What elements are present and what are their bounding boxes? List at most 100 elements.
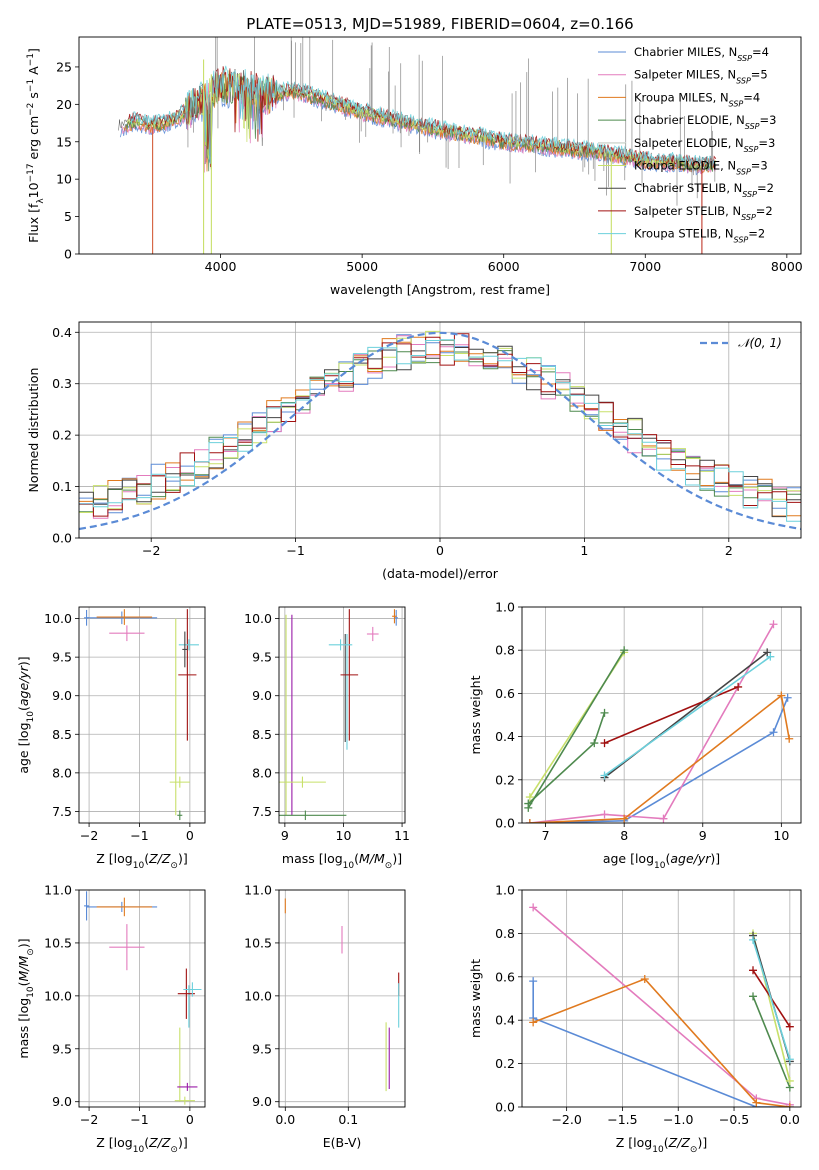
weight-marker — [590, 739, 599, 748]
x-tick-label: 0 — [186, 828, 194, 843]
weight-marker — [785, 1022, 794, 1031]
x-tick-label: −1 — [286, 543, 304, 558]
y-tick-label: 9.5 — [252, 1041, 272, 1056]
axis-label-part: M/M — [16, 955, 31, 981]
x-axis-label: E(B-V) — [323, 1135, 362, 1150]
axis-label: mass [log10(M/M⊙)] — [282, 851, 402, 871]
axis-label-part: age [log — [603, 851, 654, 866]
axis-label-part: ⊙ — [385, 861, 393, 871]
y-tick-label: 0.2 — [495, 772, 515, 787]
weight-vs-metallicity-panel: −2.0 −1.5 −1.0 −0.5 0.0 0.0 0.2 0.4 0.6 0.8 1.0 Z [… — [468, 883, 802, 1155]
plot-area — [79, 330, 801, 531]
weight-series-line — [532, 981, 790, 1107]
figure-title: PLATE=0513, MJD=51989, FIBERID=0604, z=0… — [246, 15, 633, 33]
axis-label-part: Z [log — [616, 1135, 652, 1150]
x-tick-label: 0.1 — [338, 1112, 358, 1127]
y-tick-label: 9.5 — [52, 650, 72, 665]
y-tick-label: 1.0 — [495, 600, 515, 615]
weight-marker — [600, 708, 609, 717]
mass-vs-metallicity-panel: −2 −1 09.09.510.010.511.0Z [log10(Z/Z⊙)]ma… — [16, 883, 206, 1155]
axis-label-part: 10 — [652, 1145, 664, 1155]
legend-label: Kroupa MILES, NSSP=4 — [634, 90, 760, 108]
weight-marker — [659, 814, 668, 823]
weight-marker — [785, 1055, 794, 1064]
x-tick-label: −1.0 — [663, 1112, 693, 1127]
axis-label-part: 10 — [343, 861, 355, 871]
weight-marker — [525, 819, 534, 823]
y-tick-label: 9.5 — [52, 1041, 72, 1056]
axis-label-part: )] — [697, 1135, 707, 1150]
axis-label-part: −2 — [26, 103, 36, 116]
weight-marker — [769, 620, 778, 629]
y-tick-label: 0.6 — [495, 969, 515, 984]
y-tick-label: 0.8 — [495, 643, 515, 658]
legend-label-sub: SSP — [736, 76, 751, 85]
y-tick-label: 10.0 — [244, 611, 272, 626]
legend-label-val: =3 — [751, 159, 768, 173]
legend-label-text: Salpeter MILES, N — [634, 68, 736, 82]
axis-label-part: )] — [178, 851, 188, 866]
y-tick-label: 8.5 — [52, 727, 72, 742]
y-tick-label: 9.0 — [252, 688, 272, 703]
spectrum-line — [130, 65, 716, 168]
legend-label: Salpeter MILES, NSSP=5 — [634, 68, 768, 86]
axes-frame — [78, 321, 802, 539]
legend-label: Salpeter ELODIE, NSSP=3 — [634, 136, 775, 154]
y-tick-label: 0.1 — [52, 479, 72, 494]
weight-series-line — [529, 694, 790, 823]
x-tick-label: 10 — [336, 828, 352, 843]
x-tick-label: 0.0 — [275, 1112, 295, 1127]
axis-label-part: age/yr — [670, 851, 711, 866]
x-tick-label: −1.5 — [607, 1112, 637, 1127]
axis-label-part: 10 — [26, 986, 36, 998]
axis-label-part: 10 — [654, 861, 666, 871]
plot-area — [84, 609, 199, 821]
axes-frame — [78, 36, 802, 255]
residuals-panel: −2 −1 0 1 2 0.0 0.1 0.2 0.3 0.4 (data-model)/error… — [26, 321, 802, 581]
axis-label-part: s — [26, 92, 41, 103]
legend-label-text: Salpeter STELIB, N — [634, 204, 741, 218]
y-tick-label: 0.4 — [495, 1013, 515, 1028]
axis-label-part: ⊙ — [170, 1145, 178, 1155]
y-axis-label: mass weight — [468, 959, 483, 1038]
axis-label-part: −17 — [26, 163, 36, 182]
axis-label: mass [log10(M/M⊙)] — [16, 938, 36, 1058]
axis-label-part: ( — [16, 706, 31, 711]
y-tick-label: 11.0 — [44, 883, 72, 898]
y-tick-label: 0.0 — [52, 531, 72, 546]
legend-label-val: =3 — [758, 136, 775, 150]
y-tick-label: 10.0 — [244, 988, 272, 1003]
weight-marker — [525, 793, 534, 802]
axis-label-part: 10 — [133, 861, 145, 871]
axis-label-part: ( — [664, 1135, 669, 1150]
y-tick-label: 0.3 — [52, 376, 72, 391]
x-tick-label: −0.5 — [719, 1112, 749, 1127]
y-tick-label: 1.0 — [495, 883, 515, 898]
weight-marker — [749, 992, 758, 1001]
y-tick-label: 0.8 — [495, 926, 515, 941]
axis-label: age [log10(age/yr)] — [603, 851, 720, 871]
axis-label-part: ( — [144, 851, 149, 866]
axis-label-part: Z [log — [96, 851, 132, 866]
axes-frame — [278, 889, 406, 1108]
axis-label-part: −1 — [26, 53, 36, 66]
y-tick-label: 10.0 — [44, 988, 72, 1003]
y-tick-label: 10 — [56, 172, 72, 187]
axis-label-part: ( — [16, 981, 31, 986]
weight-series-line — [604, 656, 771, 777]
weight-series-line — [752, 996, 791, 1088]
weight-marker — [620, 646, 629, 655]
axis-label-part: age [log — [16, 722, 31, 773]
legend-label: 𝒩(0, 1) — [738, 336, 782, 350]
axis-label: Flux [fλ10−17 erg cm−2 s−1 A−1] — [26, 48, 46, 243]
x-tick-label: 8 — [620, 828, 628, 843]
weight-marker — [766, 652, 775, 661]
legend-label: Chabrier MILES, NSSP=4 — [634, 45, 769, 63]
legend-label-sub: SSP — [744, 144, 759, 153]
plot-area — [529, 903, 794, 1107]
weight-marker — [600, 771, 609, 780]
y-tick-label: 25 — [56, 59, 72, 74]
axis-label: Z [log10(Z/Z⊙)] — [96, 851, 187, 871]
x-tick-label: 1 — [580, 543, 588, 558]
legend-label-text: Kroupa STELIB, N — [634, 227, 734, 241]
